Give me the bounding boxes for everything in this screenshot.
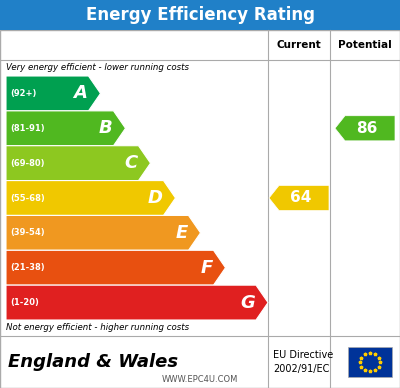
Text: (81-91): (81-91) [10, 124, 45, 133]
Text: 86: 86 [356, 121, 378, 136]
Text: (55-68): (55-68) [10, 194, 45, 203]
Text: Current: Current [277, 40, 321, 50]
Text: A: A [74, 85, 88, 102]
Text: (69-80): (69-80) [10, 159, 44, 168]
Polygon shape [269, 185, 329, 211]
Text: WWW.EPC4U.COM: WWW.EPC4U.COM [162, 376, 238, 385]
Text: (39-54): (39-54) [10, 229, 45, 237]
Polygon shape [6, 215, 200, 250]
Text: 2002/91/EC: 2002/91/EC [273, 364, 329, 374]
Bar [348, 347, 392, 377]
Text: (92+): (92+) [10, 89, 36, 98]
Polygon shape [6, 111, 126, 146]
Text: G: G [240, 294, 255, 312]
Text: E: E [175, 224, 188, 242]
Text: B: B [99, 119, 112, 137]
Text: (21-38): (21-38) [10, 263, 45, 272]
Text: EU Directive: EU Directive [273, 350, 333, 360]
Text: 64: 64 [290, 191, 312, 206]
Polygon shape [335, 116, 395, 141]
Text: Not energy efficient - higher running costs: Not energy efficient - higher running co… [6, 324, 189, 333]
Polygon shape [6, 76, 100, 111]
Bar [0, 0, 400, 30]
Text: Potential: Potential [338, 40, 392, 50]
Polygon shape [6, 250, 226, 285]
Text: (1-20): (1-20) [10, 298, 39, 307]
Text: Energy Efficiency Rating: Energy Efficiency Rating [86, 6, 314, 24]
Polygon shape [6, 180, 176, 215]
Polygon shape [6, 285, 268, 320]
Text: C: C [124, 154, 138, 172]
Text: D: D [148, 189, 162, 207]
Text: F: F [200, 259, 212, 277]
Text: England & Wales: England & Wales [8, 353, 178, 371]
Polygon shape [6, 146, 150, 180]
Text: Very energy efficient - lower running costs: Very energy efficient - lower running co… [6, 64, 189, 73]
